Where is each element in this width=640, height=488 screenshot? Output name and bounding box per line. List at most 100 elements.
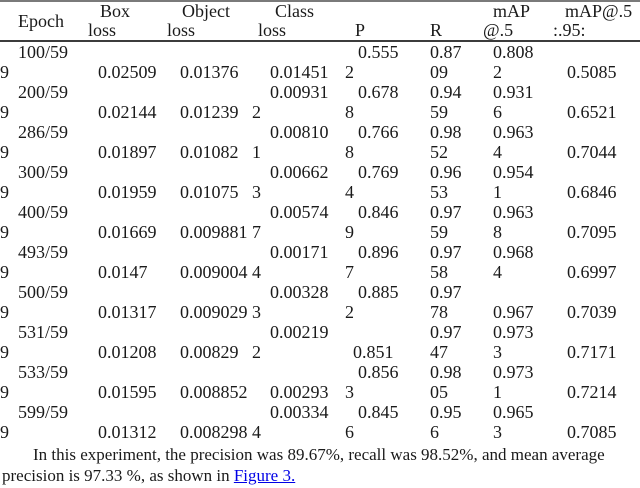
cell-line [88, 282, 166, 302]
figure-3-link[interactable]: Figure 3. [233, 466, 296, 485]
cell-line: 2 [252, 342, 261, 362]
header-box-line2: loss [88, 20, 117, 40]
cell-precision: 0.896 7 [332, 242, 410, 282]
table-row: 500/59 9 0.01317 0.009029 0.00328 3 0.885 2 0.97… [0, 282, 640, 322]
cell-precision: 0.555 2 [332, 41, 410, 82]
header-map595-line2: :.95: [553, 20, 586, 40]
cell-line: 3 [345, 382, 354, 402]
cell-line: 0.00810 [270, 122, 329, 142]
cell-line: 9 [0, 262, 9, 282]
cell-class-loss: 0.00293 [246, 362, 332, 402]
cell-line: 0.008852 [180, 382, 248, 402]
cell-line: 0.01082 [180, 142, 239, 162]
cell-line: 493/59 [18, 242, 69, 262]
header-object-line2: loss [167, 20, 196, 40]
cell-class-loss: 0.00662 3 [246, 162, 332, 202]
cell-line: 300/59 [18, 162, 69, 182]
cell-line: 0.7044 [567, 142, 617, 162]
cell-line: 1 [493, 182, 502, 202]
cell-line [166, 362, 246, 382]
header-object-line1: Object [182, 1, 230, 21]
cell-epoch: 286/59 9 [0, 122, 88, 162]
cell-precision: 0.856 3 [332, 362, 410, 402]
table-row: 200/59 9 0.02144 0.01239 0.00931 2 0.678 8 0.94 5… [0, 82, 640, 122]
cell-object-loss: 0.01376 [166, 41, 246, 82]
cell-line: 78 [430, 302, 448, 322]
cell-line: 0.01376 [180, 62, 239, 82]
cell-line: 0.009004 [180, 262, 248, 282]
cell-line: 533/59 [18, 362, 69, 382]
cell-line [166, 282, 246, 302]
cell-line: 500/59 [18, 282, 69, 302]
cell-map-05: 0.973 3 [470, 322, 545, 362]
cell-map-05-095: 0.7095 [545, 202, 640, 242]
cell-line [545, 202, 640, 222]
cell-precision: 0.846 9 [332, 202, 410, 242]
cell-line: 0.01312 [98, 422, 157, 442]
cell-line: 58 [430, 262, 448, 282]
cell-line: 0.97 [430, 202, 462, 222]
cell-line: 7 [252, 222, 261, 242]
footer-line-2-text: precision is 97.33 %, as shown in [2, 466, 234, 485]
cell-line: 0.96 [430, 162, 462, 182]
cell-map-05-095: 0.7044 [545, 122, 640, 162]
header-map5-line1: mAP [493, 1, 531, 21]
cell-line: 0.01451 [270, 62, 329, 82]
cell-line: 0.678 [358, 82, 399, 102]
cell-map-05-095: 0.6997 [545, 242, 640, 282]
cell-line: 286/59 [18, 122, 69, 142]
cell-line: 7 [345, 262, 354, 282]
cell-line: 2 [345, 302, 354, 322]
cell-line: 0.95 [430, 402, 462, 422]
cell-line: 4 [252, 422, 261, 442]
cell-line: 0.94 [430, 82, 462, 102]
cell-line: 400/59 [18, 202, 69, 222]
cell-line: 0.6521 [567, 102, 617, 122]
cell-line [545, 282, 640, 302]
cell-line [545, 402, 640, 422]
cell-line: 0.5085 [567, 62, 617, 82]
cell-map-05: 0.965 3 [470, 402, 545, 442]
cell-line [88, 122, 166, 142]
cell-line: 0.01897 [98, 142, 157, 162]
cell-line [166, 42, 246, 62]
cell-line: 9 [0, 62, 9, 82]
cell-epoch: 531/59 9 [0, 322, 88, 362]
cell-line: 53 [430, 182, 448, 202]
header-box-loss: Box loss [88, 1, 166, 41]
cell-line: 0.967 [493, 302, 534, 322]
cell-line: 59 [430, 102, 448, 122]
cell-class-loss: 0.00219 2 [246, 322, 332, 362]
cell-line: 0.97 [430, 242, 462, 262]
header-map5-line2: @.5 [483, 20, 514, 40]
cell-line: 52 [430, 142, 448, 162]
cell-box-loss: 0.0147 [88, 242, 166, 282]
cell-line [246, 362, 332, 382]
cell-line: 9 [0, 142, 9, 162]
table-row: 599/59 9 0.01312 0.008298 0.00334 4 0.845 6 0.95… [0, 402, 640, 442]
cell-class-loss: 0.00574 7 [246, 202, 332, 242]
cell-line [545, 42, 640, 62]
cell-object-loss: 0.009029 [166, 282, 248, 322]
cell-class-loss: 0.00171 4 [246, 242, 332, 282]
table-header: Epoch Box loss Object loss Class loss P … [0, 1, 640, 41]
cell-epoch: 599/59 9 [0, 402, 88, 442]
cell-line: 2 [345, 62, 354, 82]
cell-class-loss: 0.00328 3 [246, 282, 332, 322]
cell-line [88, 242, 166, 262]
cell-map-05: 0.968 4 [470, 242, 545, 282]
cell-object-loss: 0.008852 [166, 362, 248, 402]
cell-precision: 0.851 [332, 322, 410, 362]
cell-line [332, 322, 410, 342]
cell-line: 0.00574 [270, 202, 329, 222]
header-class-loss: Class loss [246, 1, 332, 41]
cell-line: 200/59 [18, 82, 69, 102]
cell-line [166, 82, 246, 102]
table-row: 300/59 9 0.01959 0.01075 0.00662 3 0.769 4 0.96 5… [0, 162, 640, 202]
cell-line: 9 [0, 342, 9, 362]
cell-line: 3 [493, 342, 502, 362]
cell-recall: 0.94 59 [410, 82, 470, 122]
cell-line [545, 162, 640, 182]
header-object-loss: Object loss [166, 1, 246, 41]
cell-line: 9 [0, 382, 9, 402]
